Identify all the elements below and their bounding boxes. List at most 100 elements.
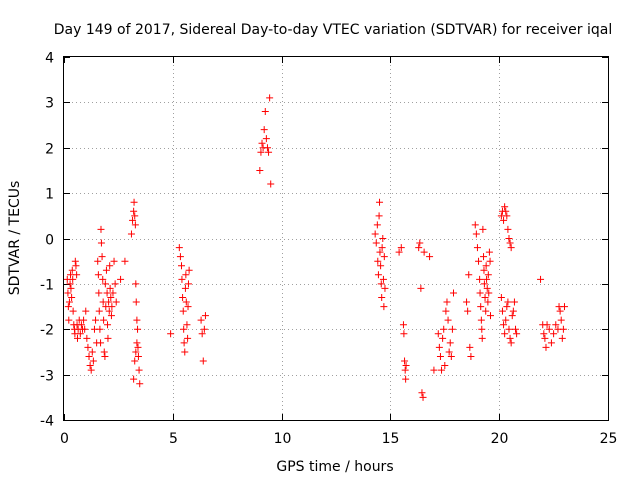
data-point — [175, 244, 183, 252]
data-point — [64, 303, 72, 311]
y-tick-label: 1 — [45, 187, 54, 203]
data-point — [134, 325, 142, 333]
data-point — [67, 271, 75, 279]
data-point — [506, 239, 514, 247]
axis-ticks — [64, 57, 609, 421]
data-point — [472, 230, 480, 238]
data-point — [475, 257, 483, 265]
data-point — [438, 366, 446, 374]
data-point — [69, 275, 77, 283]
data-point — [95, 289, 103, 297]
data-point — [416, 239, 424, 247]
data-point — [132, 280, 140, 288]
data-point — [401, 366, 409, 374]
y-tick-label: -3 — [40, 369, 54, 385]
data-point — [480, 253, 488, 261]
x-tick-label: 15 — [382, 431, 400, 447]
data-point — [105, 307, 113, 315]
data-point — [88, 348, 96, 356]
data-point — [463, 298, 471, 306]
data-point — [109, 289, 117, 297]
data-point — [504, 225, 512, 233]
data-point — [64, 289, 72, 297]
data-point — [85, 352, 93, 360]
data-point — [397, 244, 405, 252]
data-point — [480, 266, 488, 274]
data-point — [543, 321, 551, 329]
data-point — [98, 253, 106, 261]
x-axis-label: GPS time / hours — [276, 459, 393, 475]
y-tick-label: 4 — [45, 51, 54, 67]
data-point — [505, 325, 513, 333]
data-point — [121, 257, 129, 265]
data-point — [501, 330, 509, 338]
data-point — [483, 275, 491, 283]
data-point — [478, 334, 486, 342]
data-point — [102, 266, 110, 274]
data-point — [257, 148, 265, 156]
data-point — [378, 293, 386, 301]
data-point — [180, 325, 188, 333]
x-tick-label: 10 — [274, 431, 292, 447]
data-point — [560, 303, 568, 311]
data-point — [466, 343, 474, 351]
data-point — [471, 221, 479, 229]
data-point — [263, 144, 271, 152]
data-point — [185, 266, 193, 274]
y-tick-label: 2 — [45, 142, 54, 158]
data-point — [381, 284, 389, 292]
data-point — [476, 289, 484, 297]
data-point — [435, 343, 443, 351]
data-point — [537, 275, 545, 283]
data-point — [484, 271, 492, 279]
data-point — [134, 352, 142, 360]
data-point — [557, 316, 565, 324]
data-point — [502, 316, 510, 324]
data-point — [82, 307, 90, 315]
data-point — [444, 316, 452, 324]
data-point — [133, 339, 141, 347]
data-point — [445, 348, 453, 356]
data-point — [402, 362, 410, 370]
data-point — [178, 262, 186, 270]
data-point — [179, 307, 187, 315]
data-point — [500, 216, 508, 224]
data-point — [83, 334, 91, 342]
data-point — [464, 307, 472, 315]
data-point — [467, 352, 475, 360]
data-point — [97, 225, 105, 233]
data-point — [101, 352, 109, 360]
data-point — [441, 362, 449, 370]
data-point — [378, 244, 386, 252]
data-point — [372, 239, 380, 247]
data-point — [117, 275, 125, 283]
data-point — [485, 248, 493, 256]
data-point — [181, 348, 189, 356]
data-point — [102, 303, 110, 311]
data-point — [542, 343, 550, 351]
data-point — [379, 235, 387, 242]
data-point — [184, 303, 192, 311]
data-point — [484, 298, 492, 306]
data-point — [415, 244, 423, 252]
data-point — [501, 203, 509, 211]
data-point — [103, 289, 111, 297]
data-point — [505, 235, 513, 242]
data-point — [104, 321, 112, 329]
data-point — [176, 253, 184, 261]
data-point — [504, 298, 512, 306]
data-point — [131, 221, 139, 229]
data-point — [377, 262, 385, 270]
x-tick-labels: 0 5 10 15 20 25 — [60, 431, 617, 447]
data-point — [541, 334, 549, 342]
data-point — [197, 316, 205, 324]
data-point — [497, 293, 505, 301]
x-tick-label: 5 — [169, 431, 178, 447]
data-point — [552, 321, 560, 329]
data-point — [486, 312, 494, 320]
data-point — [446, 339, 454, 347]
data-point — [430, 366, 438, 374]
chart-title: Day 149 of 2017, Sidereal Day-to-day VTE… — [54, 22, 612, 38]
grid — [64, 57, 608, 420]
x-tick-label: 20 — [491, 431, 509, 447]
